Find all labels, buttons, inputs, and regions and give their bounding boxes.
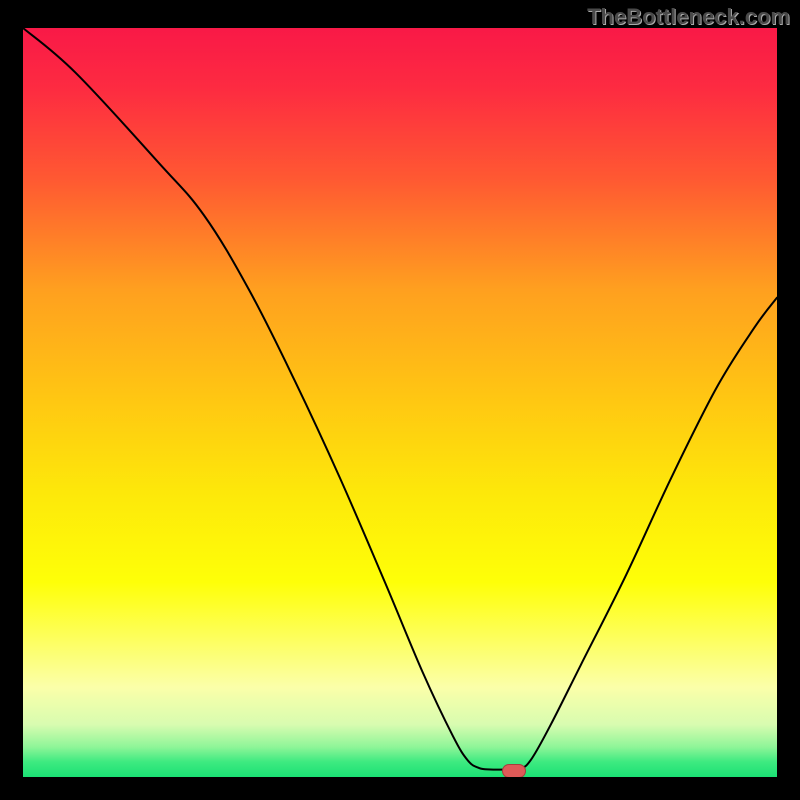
bottleneck-curve-chart (23, 28, 777, 777)
plot-area (23, 28, 777, 777)
optimal-point-marker (502, 764, 526, 778)
gradient-background (23, 28, 777, 777)
watermark-text: TheBottleneck.com (587, 4, 790, 30)
chart-outer-frame: TheBottleneck.com (0, 0, 800, 800)
